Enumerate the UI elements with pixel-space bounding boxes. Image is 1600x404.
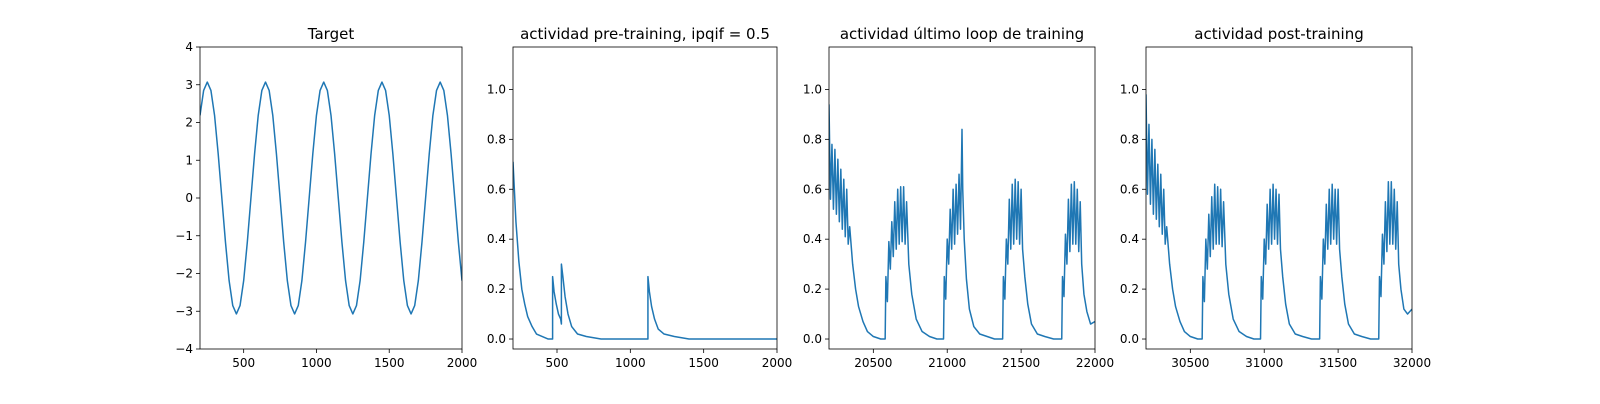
y-tick-label: 0.2 (487, 282, 506, 296)
x-tick-label: 20500 (854, 356, 892, 370)
chart-title: actividad pre-training, ipqif = 0.5 (520, 25, 770, 43)
y-tick-label: 0.6 (1120, 182, 1139, 196)
y-tick-label: 0.8 (803, 132, 822, 146)
y-tick-label: 0.2 (803, 282, 822, 296)
axes-frame (828, 46, 1096, 350)
y-tick-label: 3 (185, 78, 193, 92)
x-tick-label: 32000 (1393, 356, 1431, 370)
y-tick-label: 0.4 (1120, 232, 1139, 246)
x-tick-label: 31500 (1319, 356, 1357, 370)
y-tick-label: 0.6 (487, 182, 506, 196)
y-tick-label: 1 (185, 153, 193, 167)
y-tick-label: 0 (185, 191, 193, 205)
data-series-line-1 (200, 81, 462, 315)
y-tick-label: 1.0 (803, 82, 822, 96)
y-tick-label: 0.2 (1120, 282, 1139, 296)
x-tick-label: 2000 (447, 356, 478, 370)
axes-frame (1145, 46, 1413, 350)
y-tick-label: 0.0 (1120, 332, 1139, 346)
chart-title: actividad post-training (1194, 25, 1363, 43)
x-tick-label: 500 (232, 356, 255, 370)
y-tick-label: 0.4 (487, 232, 506, 246)
y-tick-label: 1.0 (1120, 82, 1139, 96)
x-tick-label: 31000 (1245, 356, 1283, 370)
x-tick-label: 21000 (928, 356, 966, 370)
axes-frame (512, 46, 778, 350)
y-tick-label: 1.0 (487, 82, 506, 96)
y-tick-label: −4 (175, 342, 193, 356)
x-tick-label: 1000 (301, 356, 332, 370)
chart-title: Target (307, 25, 355, 43)
x-tick-label: 22000 (1076, 356, 1114, 370)
chart-panel-2: 500 1000 1500 2000 0.0 0.2 0.4 0.6 0.8 1.0 activid… (487, 25, 792, 370)
y-tick-label: 0.8 (487, 132, 506, 146)
data-series-line-1 (513, 161, 777, 340)
x-tick-label: 500 (546, 356, 569, 370)
chart-panel-3: 20500 21000 21500 22000 0.0 0.2 0.4 0.6 0.8 1.0 ac… (803, 25, 1114, 370)
y-tick-label: −2 (175, 267, 193, 281)
x-tick-label: 21500 (1002, 356, 1040, 370)
y-tick-label: 0.4 (803, 232, 822, 246)
y-tick-label: 2 (185, 116, 193, 130)
chart-title: actividad último loop de training (840, 25, 1084, 43)
x-tick-label: 1500 (688, 356, 719, 370)
y-tick-label: 0.8 (1120, 132, 1139, 146)
x-tick-label: 2000 (762, 356, 793, 370)
y-tick-label: 0.0 (803, 332, 822, 346)
y-tick-label: 0.6 (803, 182, 822, 196)
x-tick-label: 1500 (374, 356, 405, 370)
y-tick-label: −3 (175, 304, 193, 318)
y-tick-label: 0.0 (487, 332, 506, 346)
x-tick-label: 1000 (615, 356, 646, 370)
y-tick-label: −1 (175, 229, 193, 243)
data-series-line-1 (1146, 94, 1412, 340)
chart-panel-4: 30500 31000 31500 32000 0.0 0.2 0.4 0.6 0.8 1.0 ac… (1120, 25, 1431, 370)
data-series-line-1 (829, 104, 1095, 340)
x-tick-label: 30500 (1171, 356, 1209, 370)
y-tick-label: 4 (185, 40, 193, 54)
chart-panel-1: 500 1000 1500 2000 −4 −3 −2 −1 0 1 2 3 4 Target (175, 25, 477, 370)
